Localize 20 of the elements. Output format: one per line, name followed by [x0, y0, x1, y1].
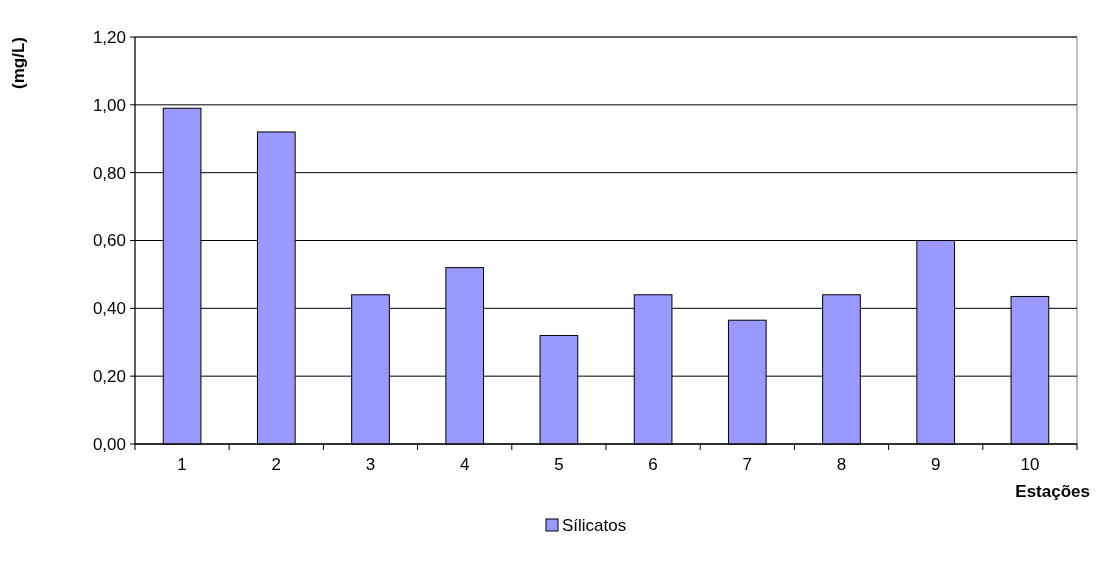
- y-tick-label: 0,80: [92, 163, 126, 183]
- x-tick-label: 5: [554, 455, 564, 474]
- y-tick-label: 1,00: [92, 95, 126, 115]
- y-tick-label: 0,40: [92, 299, 126, 319]
- x-axis-title: Estações: [1015, 482, 1090, 501]
- x-tick-label: 4: [459, 455, 470, 474]
- y-tick-label: 0,60: [92, 231, 126, 251]
- y-tick-label: 1,20: [92, 27, 126, 47]
- x-tick-label: 2: [271, 455, 282, 474]
- x-tick-label: 8: [836, 455, 847, 474]
- x-tick-label: 10: [1020, 455, 1040, 474]
- y-tick-label: 0,20: [92, 367, 126, 387]
- y-axis-title: (mg/L): [9, 37, 28, 89]
- x-tick-label: 7: [742, 455, 753, 474]
- x-tick-label: 3: [365, 455, 376, 474]
- legend-label: Sílicatos: [562, 515, 627, 535]
- x-tick-label: 9: [930, 455, 941, 474]
- x-tick-label: 6: [648, 455, 658, 474]
- y-tick-label: 0,00: [92, 434, 126, 454]
- x-tick-label: 1: [177, 455, 187, 474]
